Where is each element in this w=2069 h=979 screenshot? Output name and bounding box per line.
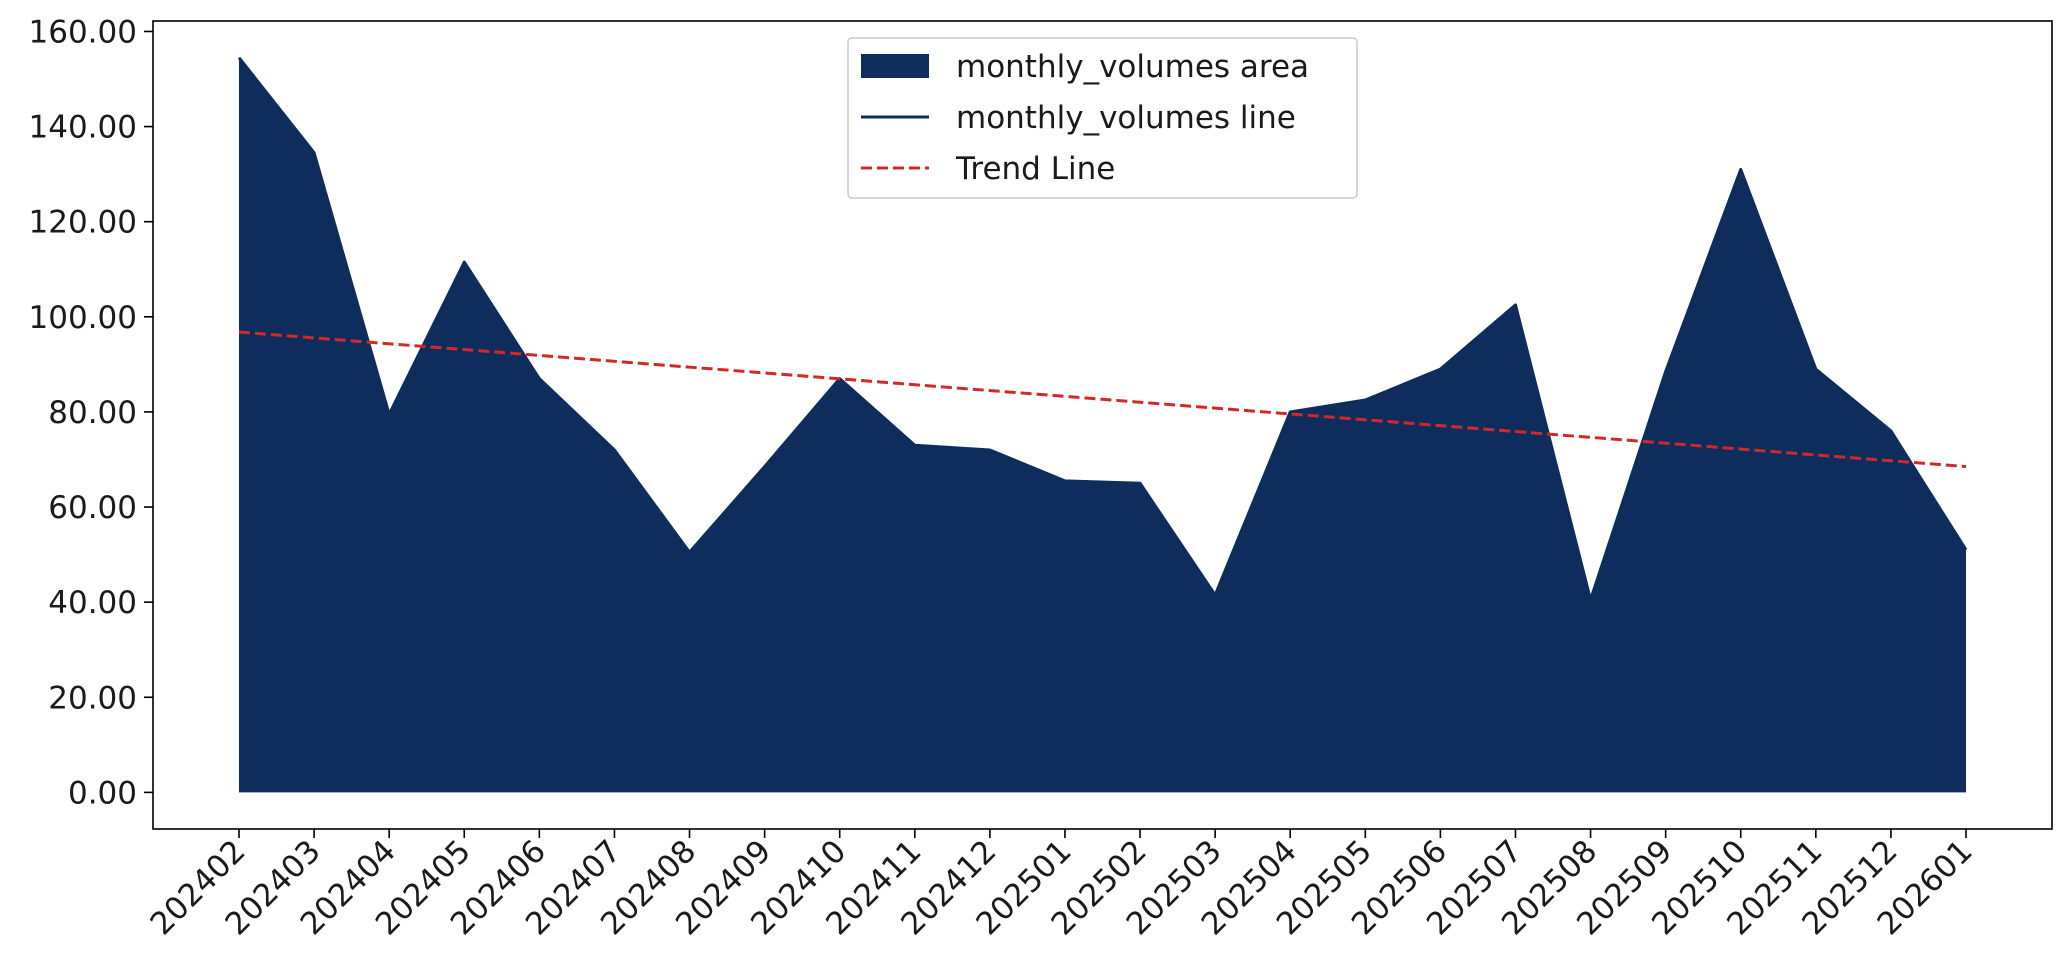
y-tick-label: 20.00 <box>48 680 137 716</box>
y-tick-label: 60.00 <box>48 490 137 526</box>
legend-label: Trend Line <box>955 151 1115 187</box>
y-tick-label: 140.00 <box>29 110 137 146</box>
y-tick-label: 160.00 <box>29 14 137 50</box>
y-tick-label: 40.00 <box>48 585 137 621</box>
y-tick-label: 120.00 <box>29 205 137 241</box>
legend: monthly_volumes area monthly_volumes line… <box>847 37 1358 199</box>
legend-swatch-area <box>861 54 929 78</box>
area-fill <box>239 57 1966 793</box>
y-tick-label: 100.00 <box>29 300 137 336</box>
plot-area <box>237 56 1968 793</box>
axes-frame <box>152 20 2053 830</box>
legend-label: monthly_volumes line <box>956 100 1296 136</box>
trend-line <box>238 330 1967 469</box>
series-line <box>237 56 1968 602</box>
legend-box <box>847 37 1358 199</box>
y-tick-label: 80.00 <box>48 395 137 431</box>
y-tick-label: 0.00 <box>68 775 137 811</box>
legend-label: monthly_volumes area <box>956 49 1309 85</box>
